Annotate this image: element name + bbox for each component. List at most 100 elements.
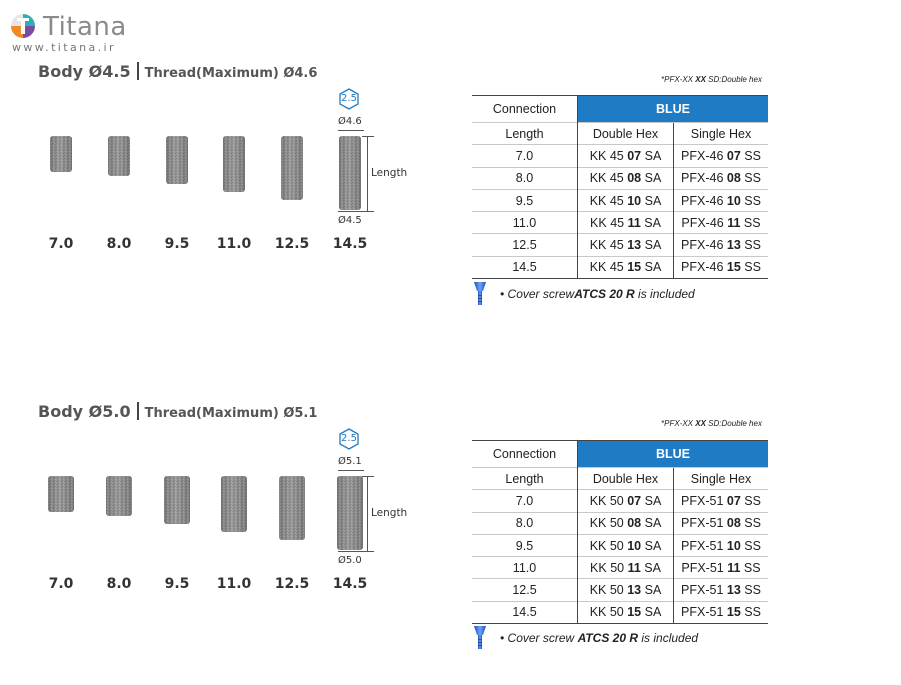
- implant-length-label: 14.5: [332, 236, 368, 252]
- length-cell: 9.5: [472, 533, 578, 557]
- table-row: 7.0 KK 45 07 SA PFX-46 07 SS: [472, 144, 768, 168]
- single-hex-code: PFX-51 11 SS: [673, 556, 768, 579]
- double-hex-header: Double Hex: [577, 466, 674, 490]
- code-note: *PFX-XX XX SD:Double hex: [661, 75, 762, 84]
- brand-name: Titana: [43, 12, 127, 42]
- single-hex-code: PFX-46 15 SS: [673, 255, 768, 280]
- length-cell: 8.0: [472, 166, 578, 190]
- length-header: Length: [472, 466, 578, 490]
- body-diameter: Body Ø5.0: [38, 402, 131, 421]
- length-cell: 12.5: [472, 578, 578, 602]
- note-prefix: *PFX-XX: [661, 75, 696, 84]
- cover-screw-note: • Cover screw ATCS 20 R is included: [500, 631, 699, 645]
- double-hex-code: KK 45 07 SA: [577, 144, 674, 168]
- thread-diameter: Thread(Maximum) Ø4.6: [144, 66, 318, 81]
- single-hex-code: PFX-46 08 SS: [673, 166, 768, 190]
- table-row: 12.5 KK 45 13 SA PFX-46 13 SS: [472, 233, 768, 257]
- code-note: *PFX-XX XX SD:Double hex: [661, 419, 762, 428]
- table-row: 14.5 KK 50 15 SA PFX-51 15 SS: [472, 600, 768, 625]
- color-header: BLUE: [577, 440, 768, 468]
- dimension-line: [338, 211, 374, 212]
- table-row: 11.0 KK 45 11 SA PFX-46 11 SS: [472, 211, 768, 234]
- connection-header: Connection: [472, 440, 578, 468]
- table-row: 12.5 KK 50 13 SA PFX-51 13 SS: [472, 578, 768, 602]
- brand-url: www.titana.ir: [12, 41, 116, 54]
- dimension-line: [338, 470, 364, 471]
- product-table: Connection BLUE Length Double Hex Single…: [472, 95, 768, 280]
- implant-length-label: 9.5: [164, 236, 190, 252]
- implant-14-5: [337, 476, 363, 550]
- table-row: 9.5 KK 50 10 SA PFX-51 10 SS: [472, 533, 768, 557]
- title-separator: [136, 62, 139, 80]
- cover-screw-icon: [474, 282, 486, 305]
- implant-9-5: [164, 476, 190, 524]
- implant-length-label: 12.5: [274, 576, 310, 592]
- length-header: Length: [472, 121, 578, 145]
- single-hex-code: PFX-46 10 SS: [673, 188, 768, 212]
- section-title: Body Ø4.5 Thread(Maximum) Ø4.6: [38, 62, 317, 81]
- length-label: Length: [371, 167, 408, 179]
- length-cell: 14.5: [472, 255, 578, 280]
- bottom-diameter-label: Ø5.0: [338, 555, 362, 566]
- note-prefix: *PFX-XX: [661, 419, 696, 428]
- length-cell: 14.5: [472, 600, 578, 625]
- table-row: 9.5 KK 45 10 SA PFX-46 10 SS: [472, 188, 768, 212]
- hex-icon: [339, 88, 359, 110]
- top-diameter-label: Ø5.1: [338, 456, 362, 467]
- double-hex-code: KK 50 11 SA: [577, 556, 674, 579]
- implant-length-label: 11.0: [216, 576, 252, 592]
- note-suffix: SD:Double hex: [705, 75, 762, 84]
- top-diameter-label: Ø4.6: [338, 116, 362, 127]
- color-header: BLUE: [577, 95, 768, 123]
- length-cell: 11.0: [472, 211, 578, 234]
- single-hex-code: PFX-46 11 SS: [673, 211, 768, 234]
- implant-length-label: 12.5: [274, 236, 310, 252]
- implant-11-0: [221, 476, 247, 532]
- double-hex-code: KK 50 10 SA: [577, 533, 674, 557]
- length-dimension-line: [367, 476, 368, 552]
- titana-logo-icon: [11, 14, 35, 38]
- implant-7-0: [50, 136, 72, 172]
- hex-icon: [339, 428, 359, 450]
- hex-size-label: 2.5: [341, 93, 357, 104]
- implant-length-label: 9.5: [164, 576, 190, 592]
- implant-length-label: 14.5: [332, 576, 368, 592]
- implant-8-0: [108, 136, 130, 176]
- length-cell: 9.5: [472, 188, 578, 212]
- implant-7-0: [48, 476, 74, 512]
- implant-9-5: [166, 136, 188, 184]
- implant-length-label: 11.0: [216, 236, 252, 252]
- double-hex-code: KK 50 13 SA: [577, 578, 674, 602]
- implant-length-label: 8.0: [106, 236, 132, 252]
- table-row: 14.5 KK 45 15 SA PFX-46 15 SS: [472, 255, 768, 280]
- implant-8-0: [106, 476, 132, 516]
- note-bold: XX: [695, 419, 706, 428]
- single-hex-code: PFX-51 15 SS: [673, 600, 768, 625]
- dimension-line: [338, 551, 374, 552]
- single-hex-header: Single Hex: [673, 121, 768, 145]
- implant-length-label: 7.0: [48, 236, 74, 252]
- length-cell: 7.0: [472, 489, 578, 513]
- length-cell: 7.0: [472, 144, 578, 168]
- title-separator: [136, 402, 139, 420]
- double-hex-code: KK 45 11 SA: [577, 211, 674, 234]
- hex-size-label: 2.5: [341, 433, 357, 444]
- length-label: Length: [371, 507, 408, 519]
- double-hex-code: KK 50 07 SA: [577, 489, 674, 513]
- implant-11-0: [223, 136, 245, 192]
- double-hex-code: KK 50 08 SA: [577, 511, 674, 535]
- single-hex-code: PFX-51 08 SS: [673, 511, 768, 535]
- cover-screw-icon: [474, 626, 486, 649]
- table-row: 8.0 KK 45 08 SA PFX-46 08 SS: [472, 166, 768, 190]
- implant-illustrations: [50, 136, 361, 210]
- implant-length-label: 8.0: [106, 576, 132, 592]
- dimension-line: [362, 136, 374, 137]
- implant-illustrations: [48, 476, 363, 550]
- double-hex-code: KK 50 15 SA: [577, 600, 674, 625]
- single-hex-code: PFX-51 07 SS: [673, 489, 768, 513]
- body-diameter: Body Ø4.5: [38, 62, 131, 81]
- section-title: Body Ø5.0 Thread(Maximum) Ø5.1: [38, 402, 317, 421]
- double-hex-code: KK 45 08 SA: [577, 166, 674, 190]
- length-cell: 12.5: [472, 233, 578, 257]
- single-hex-code: PFX-51 10 SS: [673, 533, 768, 557]
